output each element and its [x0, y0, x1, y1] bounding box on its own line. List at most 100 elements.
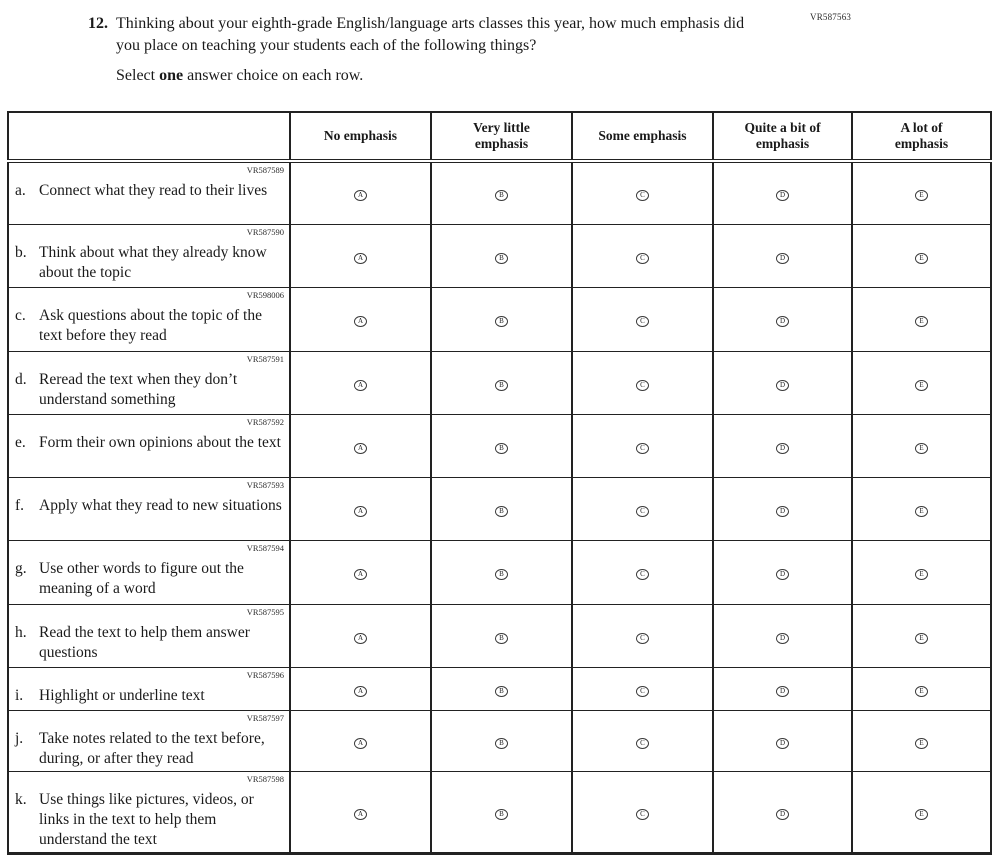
answer-bubble-e[interactable]: E [915, 808, 928, 820]
column-header-line: No emphasis [323, 128, 398, 143]
row-text: Apply what they read to new situations [39, 496, 282, 514]
answer-bubble-b[interactable]: B [495, 569, 508, 580]
answer-bubble-c[interactable]: C [636, 685, 649, 697]
table-row: VR587596 i. Highlight or underline text A B C… [7, 666, 992, 711]
table-row: VR587591 d. Reread the text when they don’… [7, 350, 992, 415]
answer-bubble-e[interactable]: E [915, 505, 928, 517]
row-text: Form their own opinions about the text [39, 433, 281, 451]
answer-bubble-c[interactable]: C [636, 379, 649, 391]
answer-bubble-b[interactable]: B [495, 442, 508, 454]
answer-bubble-c[interactable]: C [636, 569, 649, 580]
answer-bubble-c[interactable]: C [636, 808, 649, 820]
row-variable-code: VR587593 [246, 479, 284, 490]
answer-bubble-b[interactable]: B [495, 379, 508, 391]
answer-cell: E [851, 286, 992, 352]
answer-bubble-b[interactable]: B [495, 685, 508, 697]
column-header-line: emphasis [474, 136, 529, 151]
answer-cell: E [851, 770, 992, 854]
answer-bubble-e[interactable]: E [915, 190, 928, 202]
answer-bubble-b[interactable]: B [495, 632, 508, 644]
answer-bubble-d[interactable]: D [776, 379, 789, 391]
answer-bubble-a[interactable]: A [354, 569, 367, 580]
answer-bubble-a[interactable]: A [354, 505, 367, 517]
answer-bubble-c[interactable]: C [636, 505, 649, 517]
answer-cell: C [571, 223, 714, 288]
answer-bubble-a[interactable]: A [354, 442, 367, 454]
table-row: VR587594 g. Use other words to figure out … [7, 539, 992, 605]
answer-bubble-b[interactable]: B [495, 737, 508, 749]
answer-cell: C [571, 539, 714, 605]
answer-bubble-b[interactable]: B [495, 808, 508, 820]
answer-bubble-d[interactable]: D [776, 505, 789, 517]
answer-cell: A [289, 350, 432, 415]
answer-cell: E [851, 476, 992, 541]
answer-bubble-c[interactable]: C [636, 442, 649, 454]
answer-bubble-d[interactable]: D [776, 252, 789, 264]
answer-bubble-e[interactable]: E [915, 316, 928, 327]
answer-cell: E [851, 603, 992, 668]
column-header-line: A lot of [900, 120, 943, 135]
answer-bubble-a[interactable]: A [354, 379, 367, 391]
row-variable-code: VR598006 [246, 289, 284, 300]
answer-cell: E [851, 666, 992, 711]
answer-bubble-c[interactable]: C [636, 252, 649, 264]
answer-cell: C [571, 160, 714, 225]
answer-bubble-e[interactable]: E [915, 685, 928, 697]
answer-bubble-a[interactable]: A [354, 252, 367, 264]
answer-bubble-b[interactable]: B [495, 316, 508, 327]
answer-bubble-d[interactable]: D [776, 685, 789, 697]
row-label-cell: VR587597 j. Take notes related to the text… [7, 709, 291, 772]
answer-bubble-d[interactable]: D [776, 569, 789, 580]
answer-bubble-c[interactable]: C [636, 190, 649, 202]
answer-bubble-d[interactable]: D [776, 442, 789, 454]
answer-bubble-e[interactable]: E [915, 442, 928, 454]
answer-bubble-e[interactable]: E [915, 569, 928, 580]
row-letter: k. [15, 790, 27, 808]
answer-bubble-a[interactable]: A [354, 808, 367, 820]
answer-bubble-a[interactable]: A [354, 685, 367, 697]
answer-bubble-e[interactable]: E [915, 379, 928, 391]
row-variable-code: VR587595 [246, 606, 284, 617]
answer-bubble-d[interactable]: D [776, 316, 789, 327]
row-variable-code: VR587591 [246, 353, 284, 364]
answer-bubble-e[interactable]: E [915, 737, 928, 749]
form-code: VR587563 [810, 12, 852, 22]
answer-bubble-c[interactable]: C [636, 632, 649, 644]
row-variable-code: VR587598 [246, 773, 284, 784]
answer-bubble-a[interactable]: A [354, 190, 367, 202]
answer-bubble-d[interactable]: D [776, 737, 789, 749]
answer-cell: C [571, 350, 714, 415]
answer-cell: D [712, 666, 853, 711]
answer-bubble-e[interactable]: E [915, 632, 928, 644]
answer-bubble-a[interactable]: A [354, 737, 367, 749]
row-variable-code: VR587597 [246, 712, 284, 723]
column-header-line: Quite a bit of [744, 120, 821, 135]
answer-bubble-d[interactable]: D [776, 632, 789, 644]
answer-cell: E [851, 223, 992, 288]
answer-bubble-e[interactable]: E [915, 252, 928, 264]
answer-bubble-c[interactable]: C [636, 316, 649, 327]
answer-bubble-b[interactable]: B [495, 190, 508, 202]
answer-bubble-d[interactable]: D [776, 190, 789, 202]
answer-cell: B [430, 350, 573, 415]
row-text: Use other words to figure out the meanin… [39, 559, 244, 597]
table-body: VR587589 a. Connect what they read to thei… [7, 160, 992, 854]
answer-cell: C [571, 709, 714, 772]
question-block: 12. Thinking about your eighth-grade Eng… [88, 13, 760, 86]
answer-bubble-b[interactable]: B [495, 505, 508, 517]
answer-cell: E [851, 709, 992, 772]
row-label-cell: VR587598 k. Use things like pictures, vide… [7, 770, 291, 854]
row-text: Connect what they read to their lives [39, 182, 268, 199]
answer-bubble-a[interactable]: A [354, 316, 367, 327]
row-label-cell: VR587595 h. Read the text to help them ans… [7, 603, 291, 668]
question-text: Thinking about your eighth-grade English… [116, 15, 745, 54]
question-instruction: Select one answer choice on each row. [116, 65, 760, 86]
answer-cell: E [851, 539, 992, 605]
answer-bubble-b[interactable]: B [495, 252, 508, 264]
row-text: Think about what they already know about… [39, 243, 267, 281]
answer-bubble-c[interactable]: C [636, 737, 649, 749]
answer-bubble-d[interactable]: D [776, 808, 789, 820]
answer-bubble-a[interactable]: A [354, 632, 367, 644]
column-header-line: emphasis [755, 136, 810, 151]
question-number: 12. [88, 15, 108, 32]
